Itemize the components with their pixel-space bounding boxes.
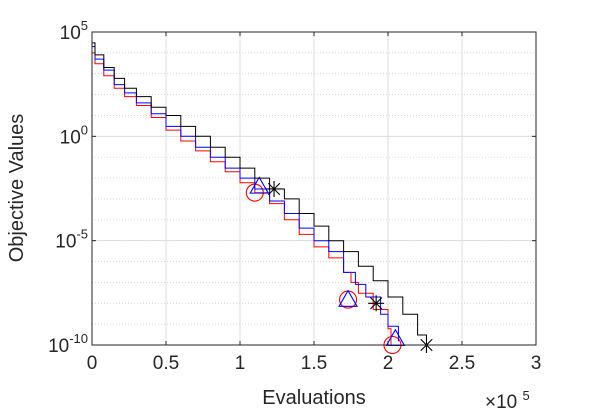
series-layer <box>92 42 435 355</box>
y-tick-base: 10 <box>60 127 81 148</box>
x-scale-base: ×10 <box>485 392 517 413</box>
y-tick-label: 10-5 <box>55 227 88 253</box>
x-tick-label: 3 <box>531 353 542 374</box>
series-line <box>92 46 399 342</box>
tick-layer <box>91 31 537 346</box>
y-tick-exponent: -5 <box>76 227 88 242</box>
series-line <box>92 42 427 345</box>
triangle-marker <box>338 289 358 307</box>
x-tick-label: 0 <box>87 353 98 374</box>
triangle-marker <box>249 176 270 194</box>
series-line <box>92 52 392 345</box>
y-tick-label: 105 <box>60 18 88 44</box>
y-axis-label: Objective Values <box>6 114 28 263</box>
y-tick-base: 10 <box>48 336 69 357</box>
x-tick-label: 2 <box>383 353 394 374</box>
x-tick-label: 0.5 <box>153 353 179 374</box>
asterisk-marker <box>370 297 383 310</box>
x-scale-exponent-note: ×10 5 <box>485 388 530 413</box>
series-1 <box>92 46 406 347</box>
y-tick-exponent: 0 <box>81 122 88 137</box>
y-tick-exponent: 5 <box>81 18 88 33</box>
series-2 <box>92 42 435 353</box>
y-tick-label: 10-10 <box>48 331 88 357</box>
y-tick-exponent: -10 <box>69 331 88 346</box>
x-tick-label: 1 <box>235 353 246 374</box>
y-tick-base: 10 <box>55 232 76 253</box>
grid-layer <box>91 31 537 346</box>
series-0 <box>92 52 402 355</box>
x-tick-label: 1.5 <box>301 353 327 374</box>
asterisk-marker <box>267 182 281 196</box>
y-tick-label: 100 <box>60 122 88 148</box>
x-tick-labels: 0 0.5 1 1.5 2 2.5 3 <box>87 353 542 374</box>
x-scale-exp: 5 <box>523 388 530 403</box>
x-axis-label: Evaluations <box>262 387 365 409</box>
y-tick-base: 10 <box>60 23 81 44</box>
x-tick-label: 2.5 <box>449 353 475 374</box>
circle-marker <box>338 290 358 309</box>
